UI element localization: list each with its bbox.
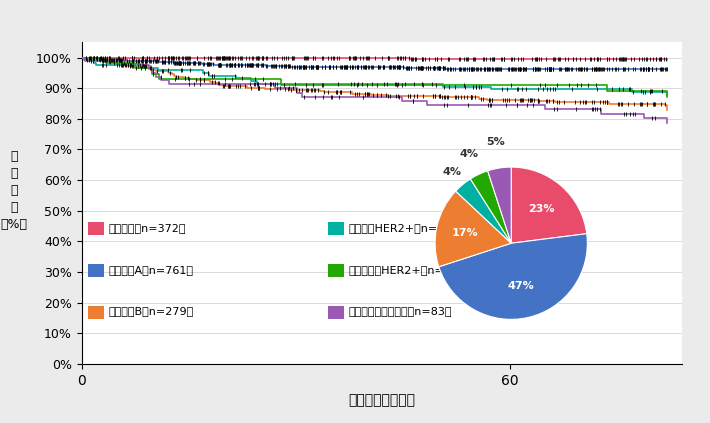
Bar <box>327 306 344 319</box>
X-axis label: 無再発期間（月）: 無再発期間（月） <box>348 393 415 407</box>
Text: 5%: 5% <box>486 137 505 147</box>
Text: 17%: 17% <box>452 228 479 238</box>
Text: ルミナルB（n=279）: ルミナルB（n=279） <box>108 306 193 316</box>
Bar <box>87 264 104 277</box>
Text: 非ルミナルHER2+（n=58）: 非ルミナルHER2+（n=58） <box>348 264 464 275</box>
Wedge shape <box>456 179 511 243</box>
Wedge shape <box>471 171 511 243</box>
Text: 4%: 4% <box>459 148 479 159</box>
Text: ルミナルHER2+（n=121）: ルミナルHER2+（n=121） <box>348 223 465 233</box>
Bar <box>327 222 344 235</box>
Wedge shape <box>435 191 511 267</box>
Text: ルミナルA（n=761）: ルミナルA（n=761） <box>108 264 193 275</box>
Bar <box>327 264 344 277</box>
Wedge shape <box>511 167 586 243</box>
Bar <box>87 306 104 319</box>
Text: 47%: 47% <box>508 281 534 291</box>
Text: 4%: 4% <box>442 167 462 177</box>
Text: 23%: 23% <box>528 204 555 214</box>
Text: 非浸潤癌（n=372）: 非浸潤癌（n=372） <box>108 223 185 233</box>
Text: トリプルネガティブ（n=83）: トリプルネガティブ（n=83） <box>348 306 452 316</box>
Wedge shape <box>439 233 587 319</box>
Bar <box>87 222 104 235</box>
Text: 無
再
発
率
（%）: 無 再 発 率 （%） <box>1 150 28 231</box>
Wedge shape <box>488 167 511 243</box>
